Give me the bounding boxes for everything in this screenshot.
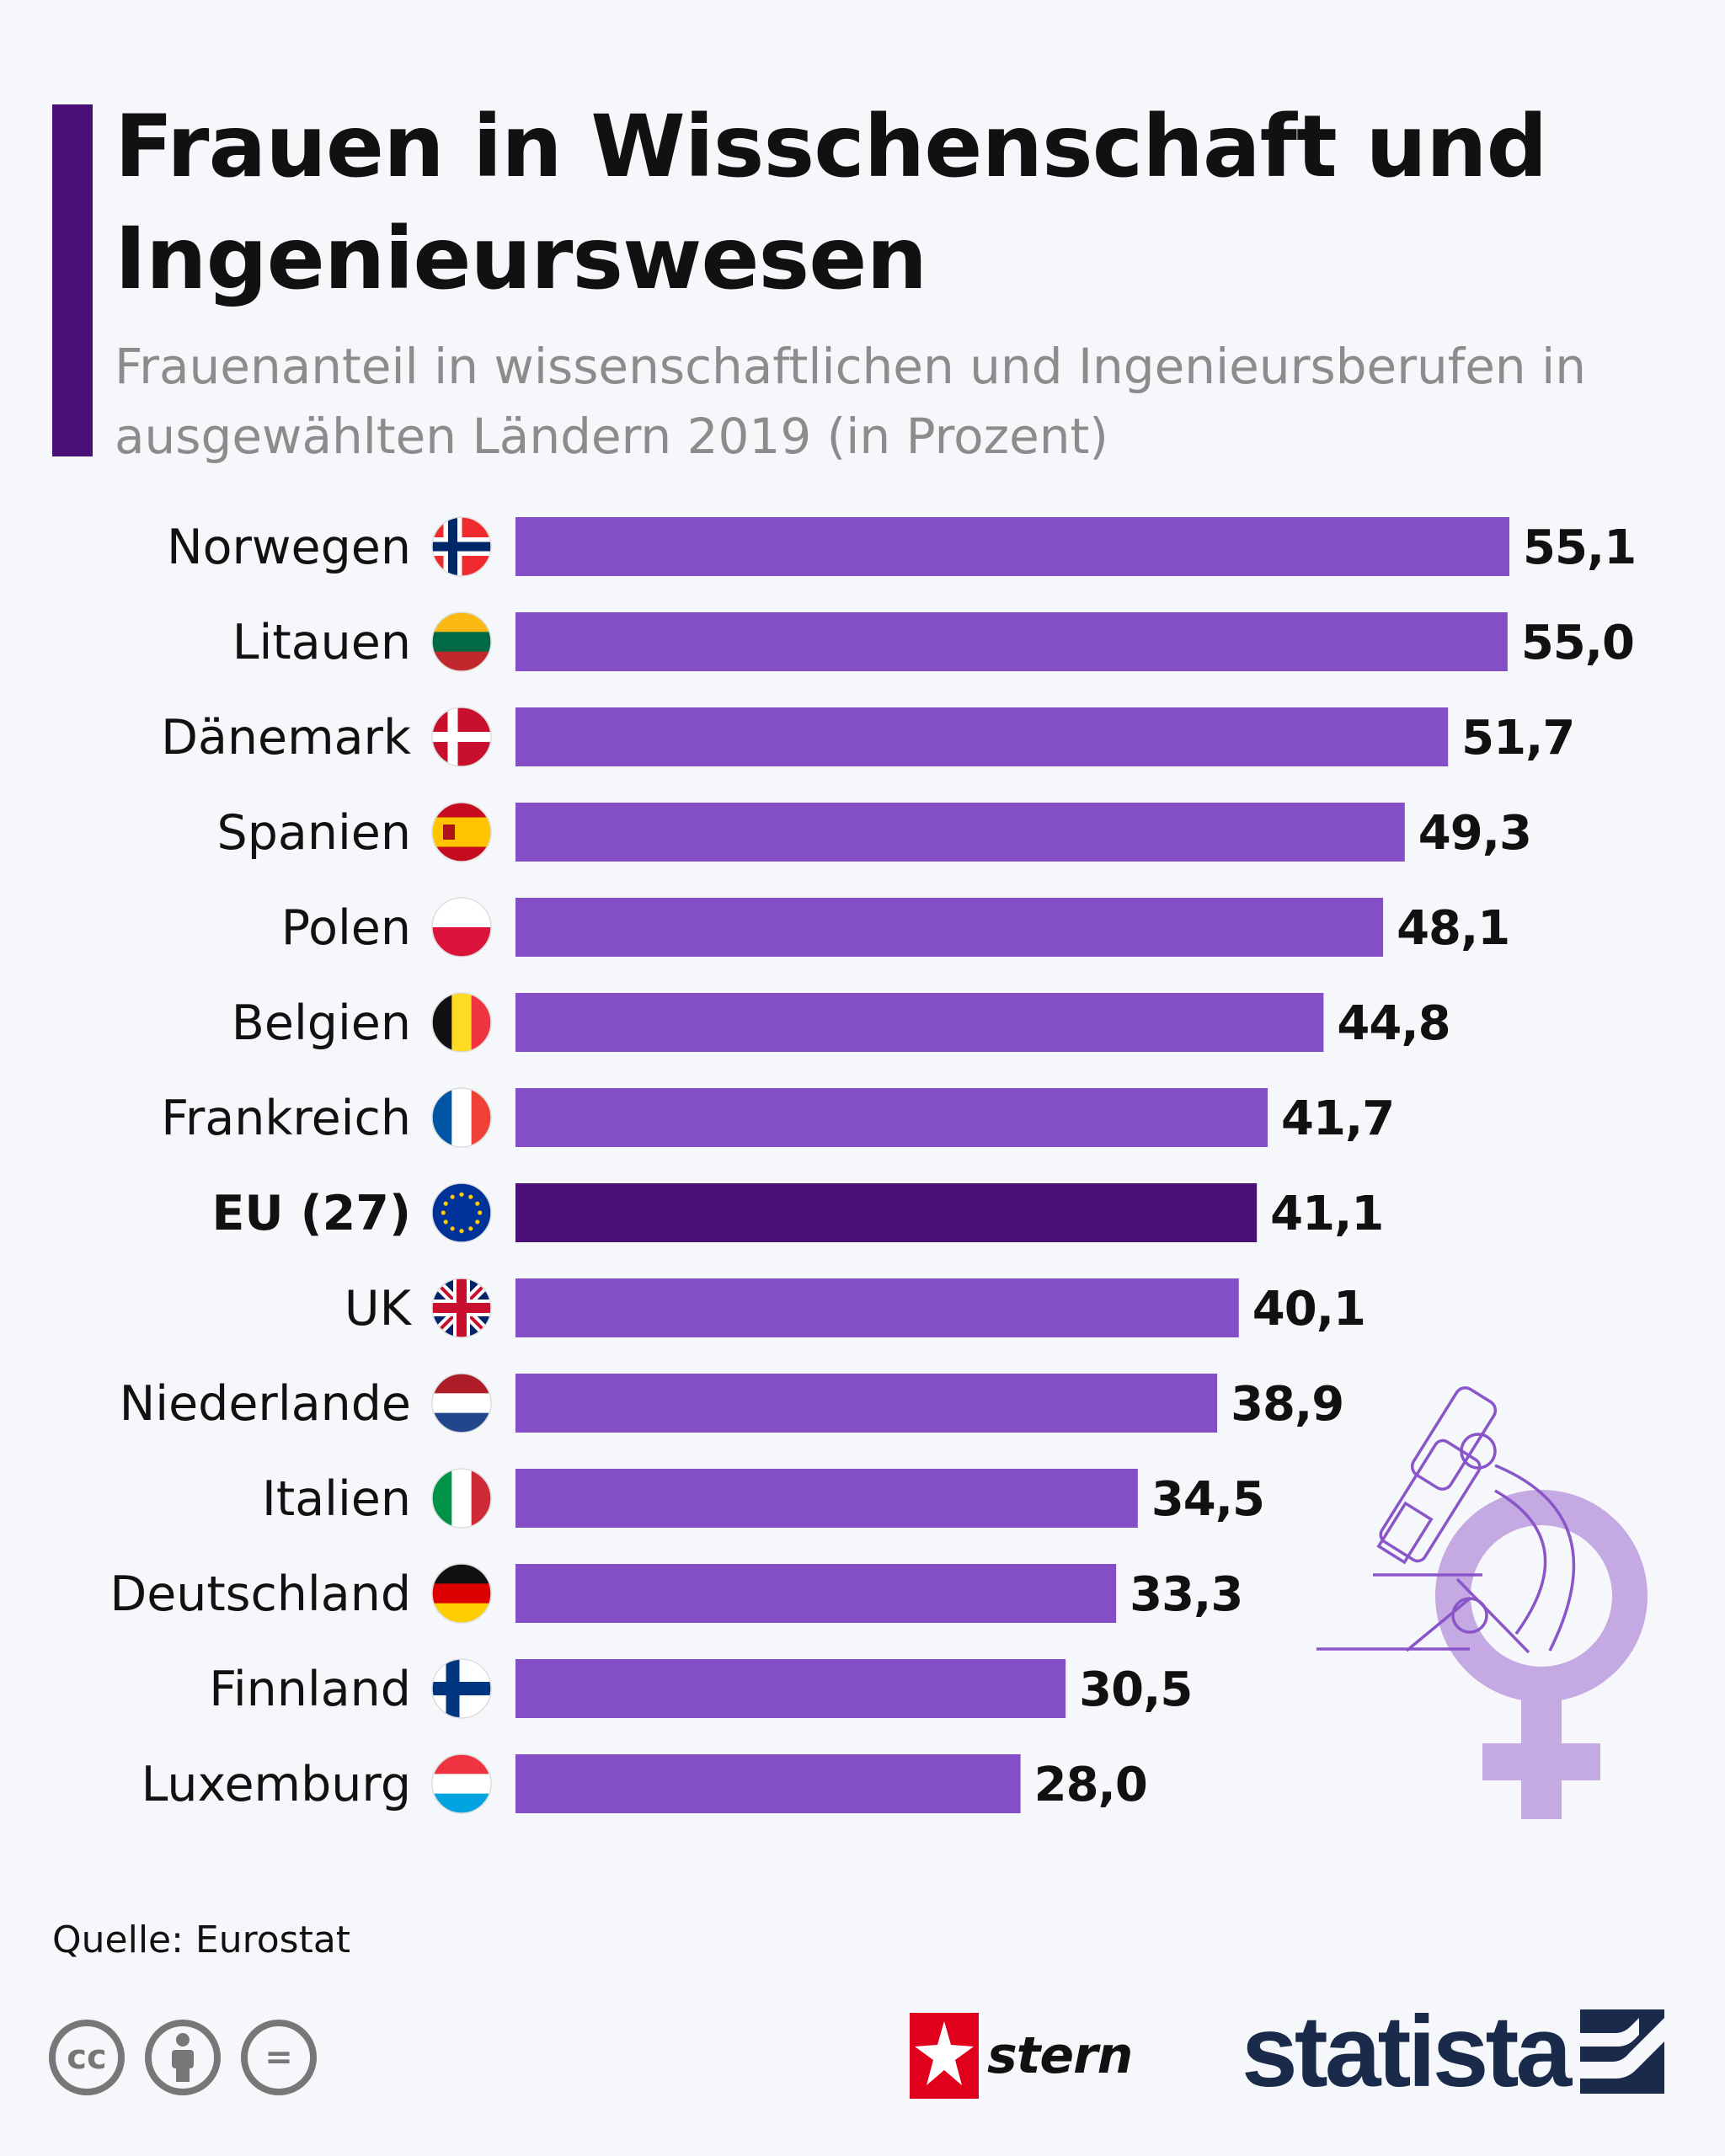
norway-flag-icon — [431, 516, 492, 577]
bar-row: Spanien 49,3 — [217, 802, 1532, 862]
bar-row: Litauen 55,0 — [232, 611, 1635, 672]
bar-row: EU (27) 41,1 — [212, 1182, 1384, 1243]
chart-title: Frauen in Wisschenschaft und Ingenieursw… — [115, 97, 1548, 309]
bar-row: Belgien 44,8 — [232, 992, 1451, 1053]
bar — [515, 898, 1384, 957]
category-label: Niederlande — [120, 1376, 411, 1432]
value-label: 40,1 — [1252, 1282, 1365, 1337]
bar — [515, 1659, 1066, 1718]
bar-row: Luxemburg 28,0 — [142, 1753, 1148, 1814]
category-label: EU (27) — [212, 1186, 412, 1241]
belgium-flag-icon — [431, 992, 492, 1053]
value-label: 48,1 — [1397, 901, 1509, 956]
cc-icon-label: cc — [67, 2038, 107, 2077]
bar-chart: Norwegen 55,1 Litauen 55,0 Dänemark 51,7 Spani… — [109, 516, 1648, 1819]
value-label: 41,1 — [1270, 1187, 1383, 1241]
cc-icon[interactable]: cc — [49, 2020, 125, 2095]
microscope-female-icon — [1316, 1386, 1648, 1819]
category-label: Norwegen — [167, 520, 411, 575]
attribution-icon[interactable] — [145, 2020, 221, 2095]
no-derivatives-icon[interactable]: = — [241, 2020, 317, 2095]
value-label: 49,3 — [1418, 806, 1531, 861]
finland-flag-icon — [431, 1658, 492, 1719]
bar-row: Deutschland 33,3 — [109, 1563, 1243, 1624]
denmark-flag-icon — [431, 707, 492, 767]
poland-flag-icon — [431, 897, 492, 958]
category-label: Dänemark — [161, 710, 411, 766]
germany-flag-icon — [431, 1563, 492, 1624]
value-label: 34,5 — [1151, 1472, 1264, 1527]
value-label: 38,9 — [1231, 1377, 1343, 1432]
value-label: 28,0 — [1034, 1758, 1147, 1812]
source-note: Quelle: Eurostat — [52, 1919, 351, 1961]
value-label: 44,8 — [1337, 996, 1450, 1051]
bar — [515, 1088, 1268, 1147]
stern-wordmark: stern — [987, 2026, 1133, 2085]
title-accent-bar — [52, 104, 93, 456]
value-label: 30,5 — [1079, 1662, 1192, 1717]
value-label: 33,3 — [1130, 1567, 1242, 1622]
bar-row: UK 40,1 — [344, 1278, 1366, 1338]
bar-row: Niederlande 38,9 — [120, 1373, 1344, 1433]
category-label: Italien — [262, 1471, 411, 1527]
statista-logo[interactable]: statista — [1242, 1995, 1665, 2108]
uk-flag-icon — [431, 1278, 492, 1338]
eu-flag-icon — [431, 1182, 492, 1243]
bar-row: Dänemark 51,7 — [161, 707, 1575, 767]
bar — [515, 1469, 1138, 1528]
category-label: Belgien — [232, 995, 411, 1051]
luxembourg-flag-icon — [431, 1753, 492, 1814]
stern-logo[interactable]: stern — [910, 2013, 1133, 2099]
category-label: Frankreich — [161, 1091, 411, 1146]
category-label: Finnland — [209, 1662, 411, 1717]
bar — [515, 803, 1405, 862]
bar-row: Finnland 30,5 — [209, 1658, 1193, 1719]
bar — [515, 517, 1509, 576]
france-flag-icon — [431, 1087, 492, 1148]
category-label: Deutschland — [109, 1566, 411, 1622]
stern-star-icon — [910, 2013, 979, 2099]
bar — [515, 1278, 1239, 1337]
nd-icon-label: = — [264, 2038, 293, 2077]
license-icons: cc = — [49, 2020, 317, 2095]
person-icon — [172, 2033, 194, 2082]
value-label: 55,1 — [1523, 520, 1636, 575]
spain-flag-icon — [431, 802, 492, 862]
bar — [515, 612, 1508, 671]
statista-mark-icon — [1580, 2009, 1665, 2094]
category-label: Luxemburg — [142, 1757, 411, 1812]
lithuania-flag-icon — [431, 611, 492, 672]
bar — [515, 1564, 1117, 1623]
bar — [515, 1374, 1218, 1433]
chart-subtitle: Frauenanteil in wissenschaftlichen und I… — [115, 338, 1586, 465]
bar-row: Polen 48,1 — [281, 897, 1510, 958]
category-label: Polen — [281, 900, 411, 956]
category-label: Spanien — [217, 805, 411, 861]
bar — [515, 1754, 1021, 1813]
category-label: UK — [344, 1281, 413, 1337]
statista-wordmark: statista — [1242, 1995, 1572, 2108]
bar-row: Norwegen 55,1 — [167, 516, 1637, 577]
netherlands-flag-icon — [431, 1373, 492, 1433]
bar-row: Frankreich 41,7 — [161, 1087, 1395, 1148]
bar — [515, 1183, 1258, 1242]
bar-row: Italien 34,5 — [262, 1468, 1265, 1529]
value-label: 41,7 — [1281, 1091, 1394, 1146]
value-label: 55,0 — [1521, 616, 1634, 670]
bar — [515, 993, 1324, 1052]
bar — [515, 707, 1449, 766]
italy-flag-icon — [431, 1468, 492, 1529]
category-label: Litauen — [232, 615, 411, 670]
value-label: 51,7 — [1461, 711, 1574, 766]
